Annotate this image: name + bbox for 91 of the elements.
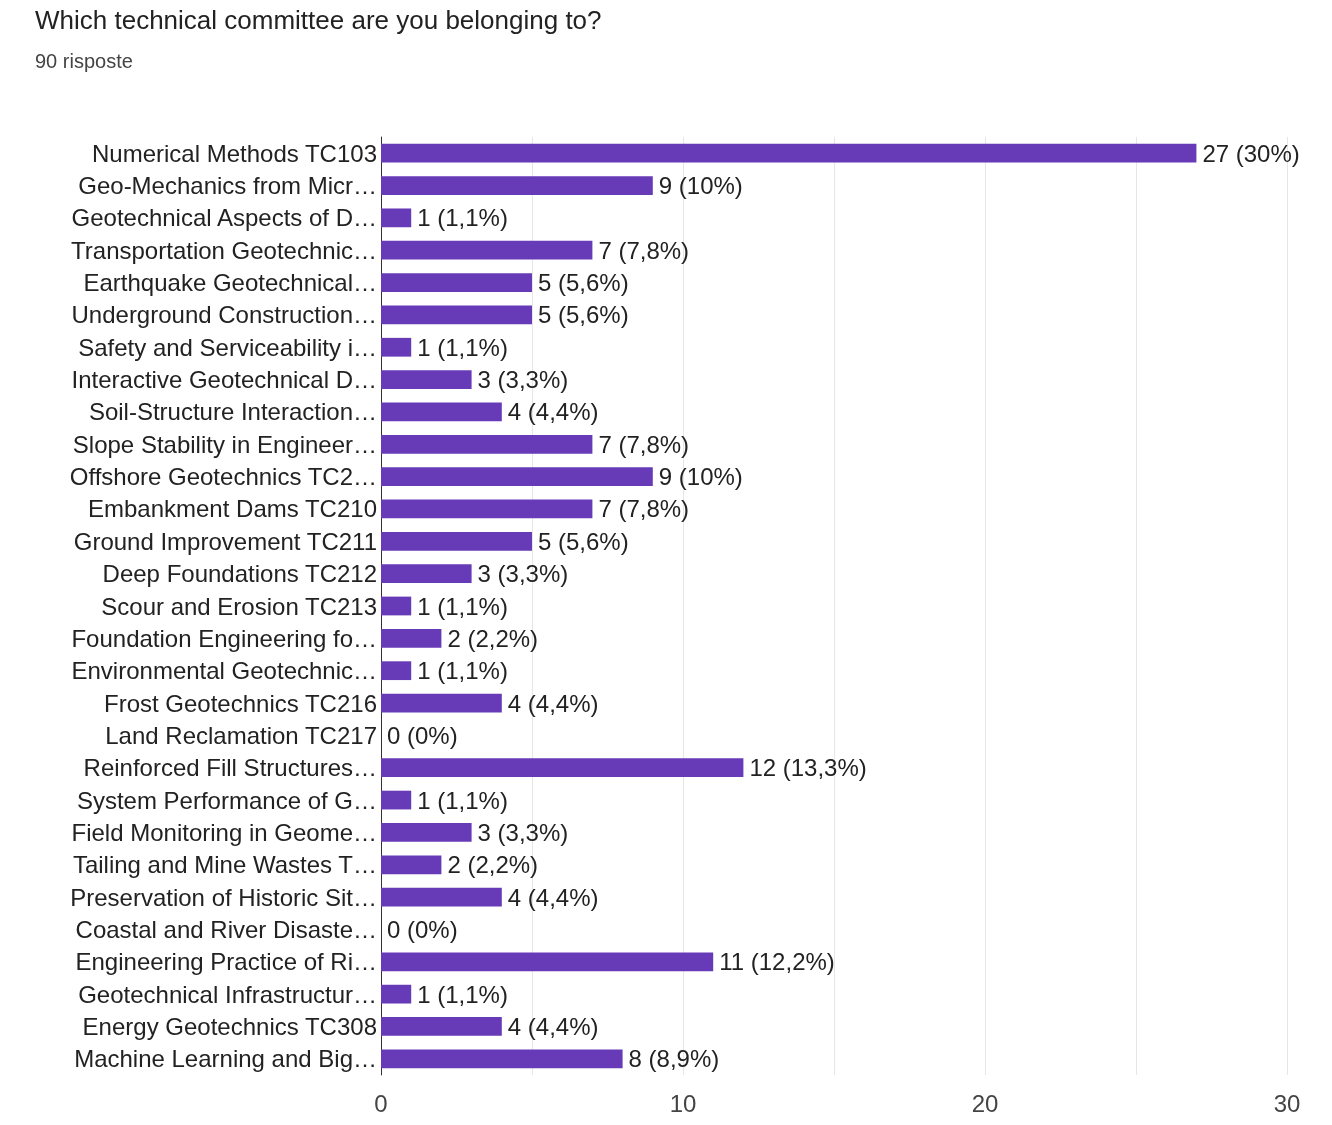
data-label: 8 (8,9%) xyxy=(628,1045,720,1073)
data-label: 1 (1,1%) xyxy=(417,980,508,1008)
data-label: 4 (4,4%) xyxy=(507,883,599,911)
y-tick-label: Geotechnical Infrastructur… xyxy=(78,980,377,1008)
data-label: 0 (0%) xyxy=(387,915,458,943)
bar xyxy=(381,499,593,519)
bar xyxy=(381,402,502,422)
data-label: 2 (2,2%) xyxy=(447,624,539,652)
data-label: 1 (1,1%) xyxy=(417,786,508,814)
x-tick-label: 10 xyxy=(669,1089,697,1117)
x-tick-label: 0 xyxy=(374,1089,388,1117)
y-tick-label: Land Reclamation TC217 xyxy=(105,721,377,749)
bar xyxy=(381,693,502,713)
data-label: 11 (12,2%) xyxy=(719,948,835,976)
y-tick-label: System Performance of G… xyxy=(76,786,377,814)
y-tick-label: Transportation Geotechnic… xyxy=(71,236,377,264)
data-label: 1 (1,1%) xyxy=(417,592,508,620)
chart-title: Which technical committee are you belonging to? xyxy=(35,5,602,35)
y-tick-label: Numerical Methods TC103 xyxy=(91,139,377,167)
y-tick-label: Safety and Serviceability i… xyxy=(78,333,377,361)
data-label: 7 (7,8%) xyxy=(598,495,690,523)
y-tick-label: Geotechnical Aspects of D… xyxy=(71,204,377,232)
y-tick-label: Ground Improvement TC211 xyxy=(73,527,377,555)
data-label: 4 (4,4%) xyxy=(507,689,599,717)
bar xyxy=(381,564,472,584)
y-tick-label: Foundation Engineering fo… xyxy=(71,624,377,652)
bar xyxy=(381,823,472,842)
data-label: 5 (5,6%) xyxy=(538,527,629,555)
bar xyxy=(381,531,532,551)
y-tick-label: Slope Stability in Engineer… xyxy=(72,430,377,458)
bar xyxy=(381,240,593,260)
y-tick-label: Scour and Erosion TC213 xyxy=(101,592,377,620)
y-tick-label: Environmental Geotechnic… xyxy=(71,657,377,685)
text: 90 risposte xyxy=(35,50,133,72)
x-tick-label: 20 xyxy=(971,1089,999,1117)
bar xyxy=(381,952,714,972)
data-label: 5 (5,6%) xyxy=(538,301,629,329)
data-label: 7 (7,8%) xyxy=(598,430,690,458)
data-label: 9 (10%) xyxy=(658,172,743,200)
y-tick-label: Frost Geotechnics TC216 xyxy=(103,689,377,717)
data-label: 3 (3,3%) xyxy=(477,560,569,588)
bar xyxy=(381,596,412,616)
bar xyxy=(381,467,653,486)
y-tick-label: Underground Construction… xyxy=(71,301,377,329)
y-tick-label: Embankment Dams TC210 xyxy=(87,495,377,523)
y-tick-label: Reinforced Fill Structures… xyxy=(83,754,377,782)
y-tick-label: Machine Learning and Big… xyxy=(74,1045,377,1073)
bar xyxy=(381,758,744,778)
y-tick-label: Preservation of Historic Sit… xyxy=(70,883,377,911)
data-label: 1 (1,1%) xyxy=(417,333,508,361)
bar xyxy=(381,434,593,454)
data-label: 2 (2,2%) xyxy=(447,851,539,879)
bar xyxy=(381,273,532,292)
data-label: 7 (7,8%) xyxy=(598,236,690,264)
bar xyxy=(381,661,412,681)
bar xyxy=(381,1049,623,1069)
y-tick-label: Tailing and Mine Wastes T… xyxy=(72,851,377,879)
bar xyxy=(381,855,442,875)
data-label: 1 (1,1%) xyxy=(417,657,508,685)
y-tick-label: Energy Geotechnics TC308 xyxy=(82,1012,377,1040)
data-label: 3 (3,3%) xyxy=(477,818,569,846)
bar xyxy=(381,305,532,325)
data-label: 27 (30%) xyxy=(1202,139,1300,167)
data-label: 4 (4,4%) xyxy=(507,1012,599,1040)
bar xyxy=(381,208,412,228)
y-tick-label: Soil-Structure Interaction… xyxy=(88,398,377,426)
data-label: 1 (1,1%) xyxy=(417,204,508,232)
data-label: 3 (3,3%) xyxy=(477,366,569,394)
data-label: 12 (13,3%) xyxy=(749,754,867,782)
data-label: 4 (4,4%) xyxy=(507,398,599,426)
y-tick-label: Engineering Practice of Ri… xyxy=(75,948,377,976)
y-tick-label: Earthquake Geotechnical… xyxy=(83,269,377,297)
y-tick-label: Offshore Geotechnics TC2… xyxy=(69,463,377,491)
y-tick-label: Coastal and River Disaste… xyxy=(75,915,377,943)
y-tick-label: Field Monitoring in Geome… xyxy=(71,818,377,846)
bar xyxy=(381,790,412,810)
y-tick-label: Interactive Geotechnical D… xyxy=(71,366,377,394)
data-label: 5 (5,6%) xyxy=(538,269,629,297)
y-tick-label: Deep Foundations TC212 xyxy=(102,560,377,588)
bar xyxy=(381,176,653,195)
y-tick-label: Geo-Mechanics from Micr… xyxy=(78,172,377,200)
data-label: 9 (10%) xyxy=(658,463,743,491)
bar xyxy=(381,370,472,389)
bar xyxy=(381,143,1197,163)
data-label: 0 (0%) xyxy=(387,721,458,749)
bar xyxy=(381,337,412,357)
x-tick-label: 30 xyxy=(1273,1089,1301,1117)
bar xyxy=(381,628,442,648)
bar xyxy=(381,984,412,1004)
bar xyxy=(381,887,502,907)
bar xyxy=(381,1017,502,1036)
